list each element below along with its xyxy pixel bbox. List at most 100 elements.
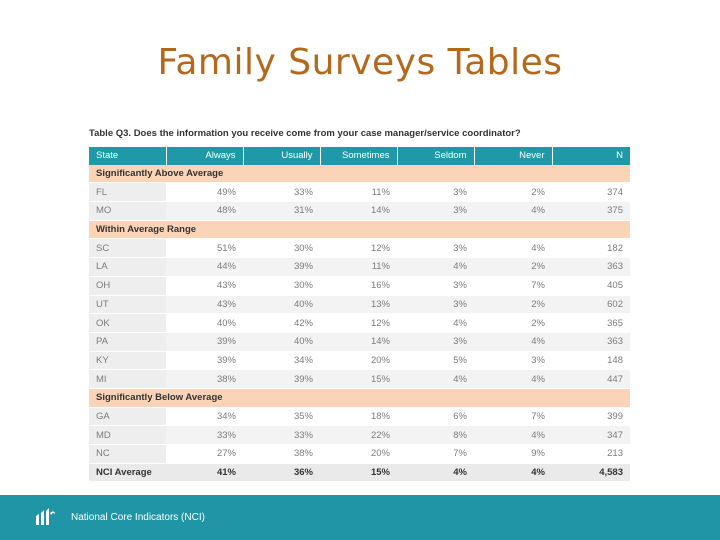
value-cell: 49% <box>166 182 243 203</box>
value-cell: 33% <box>166 425 243 445</box>
value-cell: 13% <box>320 295 397 315</box>
value-cell: 8% <box>397 425 474 445</box>
value-cell: 4% <box>397 313 474 333</box>
value-cell: 33% <box>243 425 320 445</box>
nci-logo-icon <box>36 508 55 525</box>
value-cell: 363 <box>552 332 630 352</box>
value-cell: 7% <box>474 276 552 296</box>
value-cell: 363 <box>552 257 630 277</box>
state-cell: NC <box>89 444 166 464</box>
value-cell: 48% <box>166 201 243 221</box>
value-cell: 4% <box>397 257 474 277</box>
value-cell: 213 <box>552 444 630 464</box>
value-cell: 27% <box>166 444 243 464</box>
table-row: GA 34% 35% 18% 6% 7% 399 <box>89 407 630 427</box>
value-cell: 12% <box>320 238 397 259</box>
average-row: NCI Average 41% 36% 15% 4% 4% 4,583 <box>89 463 630 483</box>
value-cell: 11% <box>320 257 397 277</box>
value-cell: 5% <box>397 351 474 371</box>
group-row: Significantly Above Average <box>89 164 630 184</box>
value-cell: 20% <box>320 444 397 464</box>
column-header: Usually <box>243 147 321 165</box>
value-cell: 4% <box>474 238 552 259</box>
state-cell: OK <box>89 313 166 333</box>
table-row: LA 44% 39% 11% 4% 2% 363 <box>89 257 630 277</box>
value-cell: 375 <box>552 201 630 221</box>
footer-org-name: National Core Indicators (NCI) <box>71 512 205 523</box>
value-cell: 2% <box>474 182 552 203</box>
value-cell: 22% <box>320 425 397 445</box>
value-cell: 7% <box>397 444 474 464</box>
value-cell: 3% <box>397 201 474 221</box>
survey-table: State Always Usually Sometimes Seldom Ne… <box>89 147 630 483</box>
state-cell: FL <box>89 182 166 203</box>
value-cell: 3% <box>397 332 474 352</box>
value-cell: 30% <box>243 238 320 259</box>
value-cell: 38% <box>243 444 320 464</box>
value-cell: 33% <box>243 182 320 203</box>
value-cell: 3% <box>397 295 474 315</box>
table-row: KY 39% 34% 20% 5% 3% 148 <box>89 351 630 371</box>
state-cell: MD <box>89 425 166 445</box>
average-value: 4% <box>397 463 474 483</box>
table-row: OK 40% 42% 12% 4% 2% 365 <box>89 313 630 333</box>
value-cell: 4% <box>397 369 474 389</box>
value-cell: 4% <box>474 369 552 389</box>
value-cell: 3% <box>474 351 552 371</box>
value-cell: 39% <box>243 257 320 277</box>
table-row: MI 38% 39% 15% 4% 4% 447 <box>89 369 630 389</box>
state-cell: UT <box>89 295 166 315</box>
value-cell: 14% <box>320 332 397 352</box>
table-row: FL 49% 33% 11% 3% 2% 374 <box>89 182 630 203</box>
state-cell: LA <box>89 257 166 277</box>
value-cell: 43% <box>166 295 243 315</box>
value-cell: 4% <box>474 201 552 221</box>
value-cell: 40% <box>166 313 243 333</box>
average-value: 4,583 <box>552 463 630 483</box>
group-label: Significantly Above Average <box>89 164 630 184</box>
value-cell: 38% <box>166 369 243 389</box>
group-label: Within Average Range <box>89 220 630 240</box>
table-caption: Table Q3. Does the information you recei… <box>89 128 521 139</box>
value-cell: 40% <box>243 295 320 315</box>
table-row: UT 43% 40% 13% 3% 2% 602 <box>89 295 630 315</box>
column-header: Sometimes <box>320 147 398 165</box>
value-cell: 16% <box>320 276 397 296</box>
column-header: N <box>552 147 630 165</box>
table-header-row: State Always Usually Sometimes Seldom Ne… <box>89 147 630 165</box>
value-cell: 39% <box>166 332 243 352</box>
state-cell: GA <box>89 407 166 427</box>
value-cell: 12% <box>320 313 397 333</box>
value-cell: 148 <box>552 351 630 371</box>
average-value: 36% <box>243 463 320 483</box>
table-row: MD 33% 33% 22% 8% 4% 347 <box>89 425 630 445</box>
value-cell: 35% <box>243 407 320 427</box>
value-cell: 14% <box>320 201 397 221</box>
value-cell: 405 <box>552 276 630 296</box>
value-cell: 602 <box>552 295 630 315</box>
average-value: 41% <box>166 463 243 483</box>
state-cell: OH <box>89 276 166 296</box>
value-cell: 51% <box>166 238 243 259</box>
value-cell: 182 <box>552 238 630 259</box>
slide-title: Family Surveys Tables <box>157 42 563 83</box>
table-row: SC 51% 30% 12% 3% 4% 182 <box>89 238 630 259</box>
column-header: Always <box>166 147 244 165</box>
group-row: Within Average Range <box>89 220 630 240</box>
value-cell: 31% <box>243 201 320 221</box>
value-cell: 20% <box>320 351 397 371</box>
table-row: NC 27% 38% 20% 7% 9% 213 <box>89 444 630 464</box>
state-cell: MO <box>89 201 166 221</box>
value-cell: 4% <box>474 425 552 445</box>
table-row: MO 48% 31% 14% 3% 4% 375 <box>89 201 630 221</box>
state-cell: MI <box>89 369 166 389</box>
value-cell: 15% <box>320 369 397 389</box>
table-body: Significantly Above Average FL 49% 33% 11% 3%… <box>89 164 630 483</box>
value-cell: 3% <box>397 276 474 296</box>
group-row: Significantly Below Average <box>89 388 630 408</box>
state-cell: KY <box>89 351 166 371</box>
value-cell: 447 <box>552 369 630 389</box>
state-cell: PA <box>89 332 166 352</box>
group-label: Significantly Below Average <box>89 388 630 408</box>
value-cell: 7% <box>474 407 552 427</box>
